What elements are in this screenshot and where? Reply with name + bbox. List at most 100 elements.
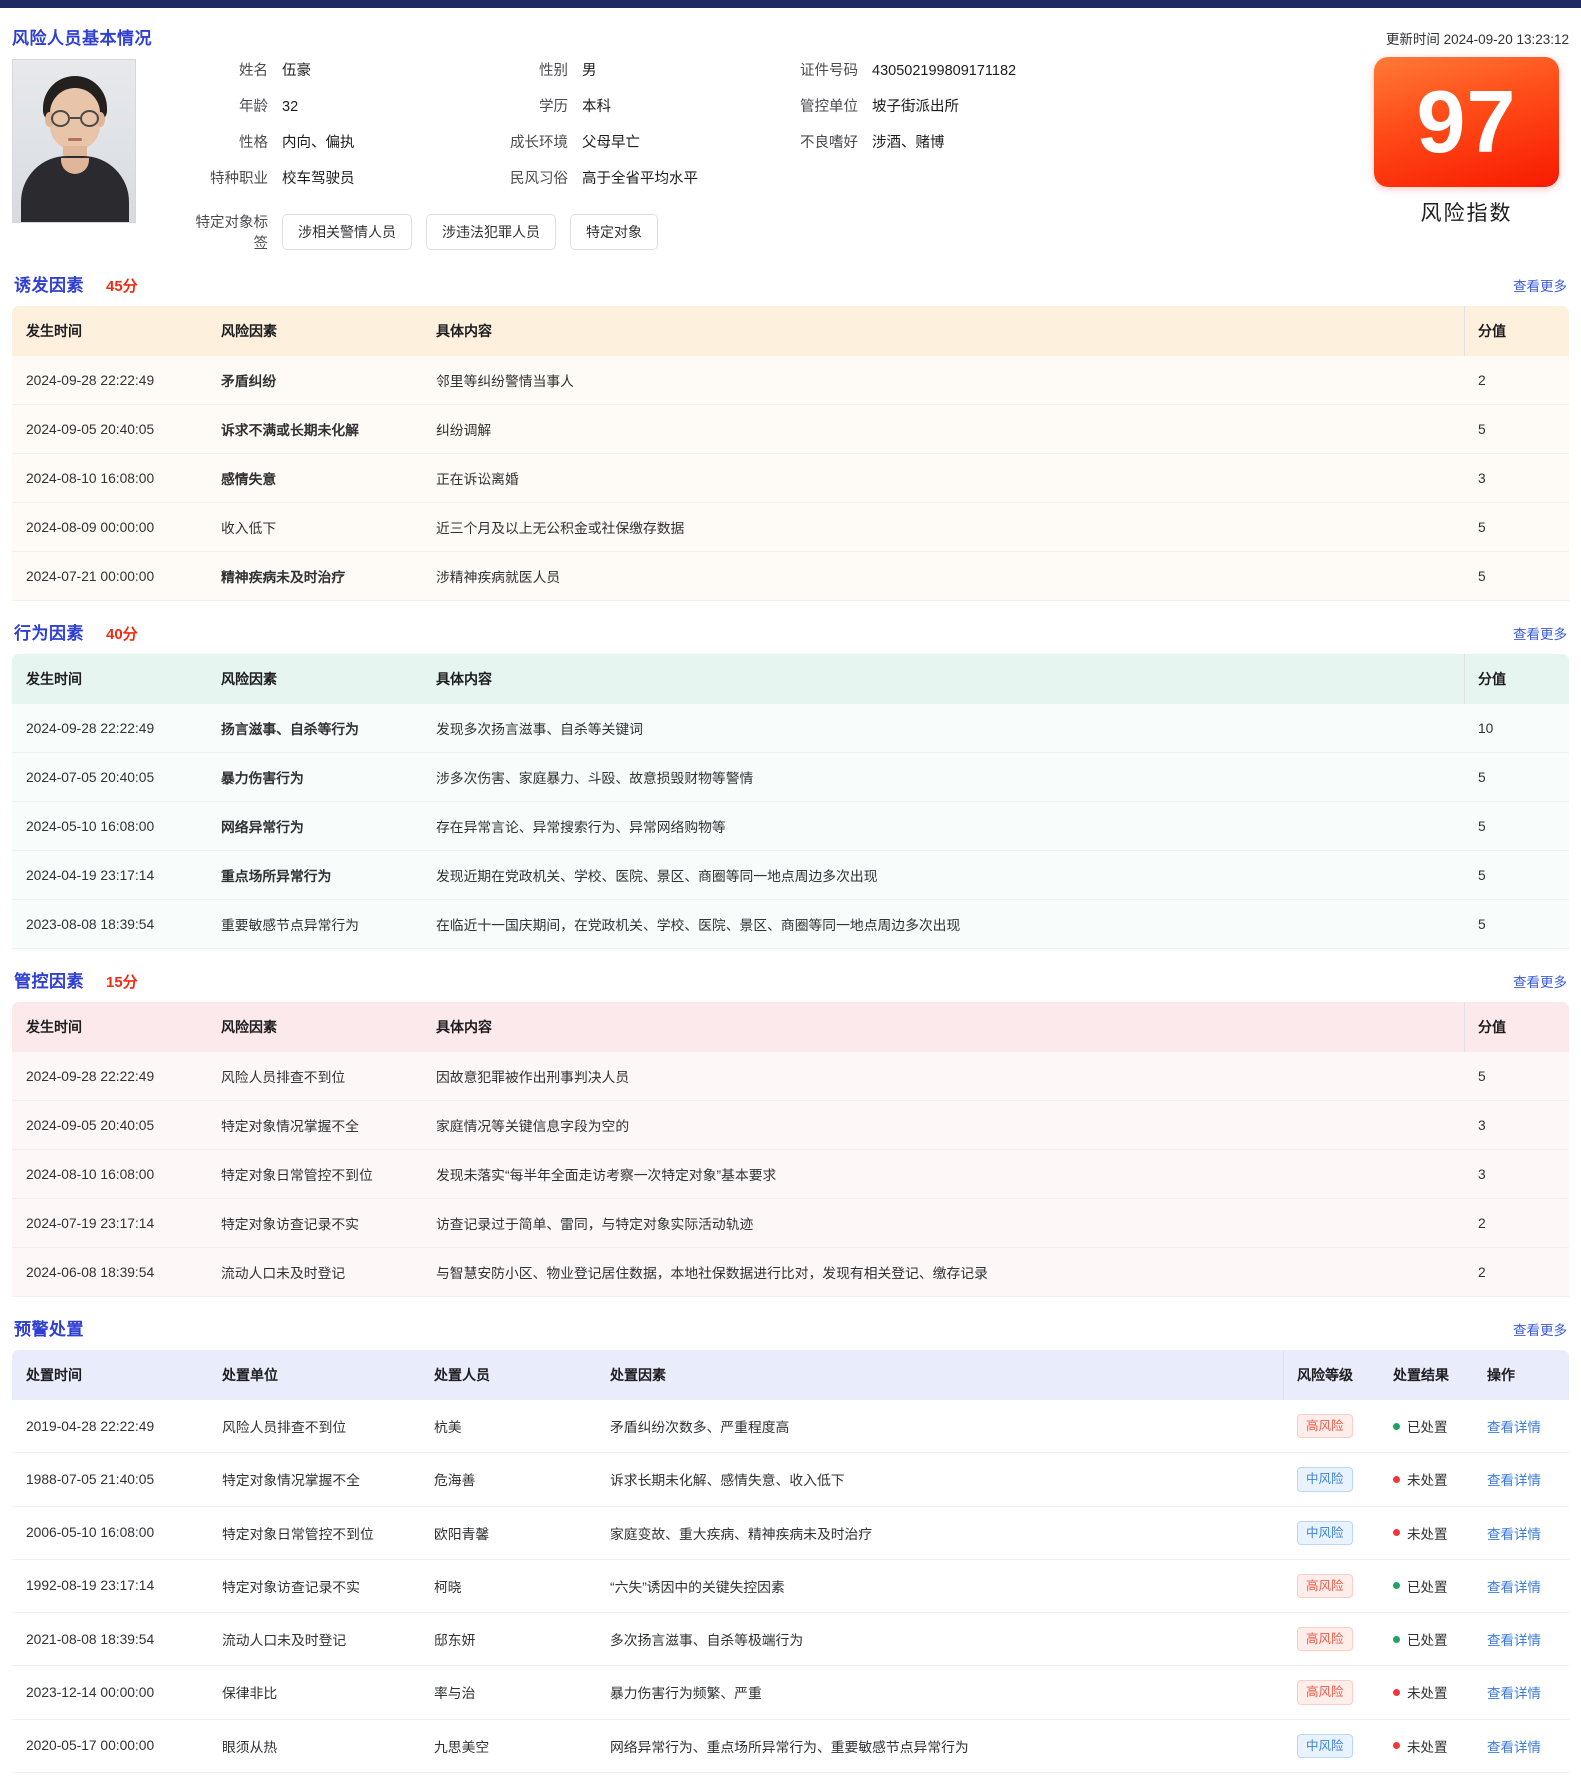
section-score: 40分 xyxy=(106,626,138,643)
section-view-more-link[interactable]: 查看更多 xyxy=(1513,279,1567,294)
cell-factor: 风险人员排查不到位 xyxy=(207,1052,422,1101)
result-text: 未处置 xyxy=(1407,1526,1448,1542)
result-text: 未处置 xyxy=(1407,1473,1448,1489)
col-score: 分值 xyxy=(1464,654,1569,704)
profile-field-管控单位: 管控单位 坡子街派出所 xyxy=(774,95,1569,131)
table-row: 2019-04-28 22:22:49 风险人员排查不到位 杭美 矛盾纠纷次数多、严重… xyxy=(12,1400,1569,1454)
disposal-col-action: 操作 xyxy=(1487,1367,1515,1383)
status-badge: 高风险 xyxy=(1297,1680,1353,1705)
avatar-collar xyxy=(61,158,89,174)
status-dot-icon xyxy=(1393,1742,1400,1750)
tag-chip[interactable]: 特定对象 xyxy=(570,214,658,250)
profile-field-label: 证件号码 xyxy=(800,63,858,79)
cell-unit: 眼须从热 xyxy=(208,1719,420,1773)
col-risk-factor: 风险因素 xyxy=(221,671,277,687)
cell-action: 查看详情 xyxy=(1473,1506,1569,1560)
table-row: 1992-08-19 23:17:14 特定对象访查记录不实 柯晓 “六失”诱因中的关… xyxy=(12,1559,1569,1614)
factor-header-row: 发生时间 风险因素 具体内容 分值 xyxy=(12,1002,1569,1052)
cell-content: 邻里等纠纷警情当事人 xyxy=(422,356,1464,405)
profile-field-value: 伍豪 xyxy=(282,63,311,79)
status-badge: 中风险 xyxy=(1297,1467,1353,1492)
cell-score: 5 xyxy=(1464,850,1569,900)
profile-field-label: 年龄 xyxy=(239,99,268,115)
cell-result: 已处置 xyxy=(1379,1559,1473,1614)
table-row: 2020-05-17 00:00:00 眼须从热 九思美空 网络异常行为、重点场所异常… xyxy=(12,1719,1569,1773)
table-row: 2024-09-05 20:40:05 特定对象情况掌握不全 家庭情况等关键信息字段… xyxy=(12,1100,1569,1150)
section-view-more-link[interactable]: 查看更多 xyxy=(1513,975,1567,990)
result-text: 已处置 xyxy=(1407,1633,1448,1649)
table-row: 2024-09-28 22:22:49 扬言滋事、自杀等行为 发现多次扬言滋事、自杀… xyxy=(12,704,1569,753)
table-row: 2024-08-10 16:08:00 特定对象日常管控不到位 发现未落实“每半年全… xyxy=(12,1149,1569,1199)
table-row: 2024-07-21 00:00:00 精神疾病未及时治疗 涉精神疾病就医人员 5 xyxy=(12,551,1569,601)
profile-fields: 姓名 伍豪 性别男证件号码 430502199809171182 年龄 32 学历 本科 管控单… xyxy=(136,59,1569,253)
cell-factor: 诉求长期未化解、感情失意、收入低下 xyxy=(596,1452,1283,1507)
section-header: 管控因素 15分 查看更多 xyxy=(12,967,1569,1002)
table-row: 2024-05-10 16:08:00 网络异常行为 存在异常言论、异常搜索行为、异… xyxy=(12,801,1569,851)
col-risk-factor: 风险因素 xyxy=(221,1019,277,1035)
cell-time: 2024-09-28 22:22:49 xyxy=(12,1052,207,1101)
cell-time: 2024-09-28 22:22:49 xyxy=(12,356,207,405)
cell-score: 5 xyxy=(1464,551,1569,601)
cell-factor: 诉求不满或长期未化解 xyxy=(207,404,422,454)
cell-factor: 重要敏感节点异常行为 xyxy=(207,899,422,949)
status-badge: 中风险 xyxy=(1297,1520,1353,1545)
avatar-glasses-left xyxy=(51,110,70,127)
table-row: 1988-07-05 21:40:05 特定对象情况掌握不全 危海善 诉求长期未化解、… xyxy=(12,1452,1569,1507)
factor-sections: 诱发因素 45分 查看更多 发生时间 风险因素 具体内容 分值 2024-09-28 22:2… xyxy=(12,271,1569,1297)
cell-factor: 特定对象日常管控不到位 xyxy=(207,1149,422,1199)
cell-content: 因故意犯罪被作出刑事判决人员 xyxy=(422,1052,1464,1101)
view-detail-link[interactable]: 查看详情 xyxy=(1487,1686,1541,1702)
factor-table: 发生时间 风险因素 具体内容 分值 2024-09-28 22:22:49 扬言滋事、自杀… xyxy=(12,654,1569,949)
view-detail-link[interactable]: 查看详情 xyxy=(1487,1739,1541,1755)
cell-level: 高风险 xyxy=(1283,1400,1379,1454)
col-occur-time: 发生时间 xyxy=(26,671,82,687)
cell-unit: 风险人员排查不到位 xyxy=(208,1400,420,1454)
profile-field-成长环境: 成长环境 父母早亡 xyxy=(484,131,774,167)
disposal-header-row: 处置时间 处置单位 处置人员 处置因素 风险等级 处置结果 操作 xyxy=(12,1350,1569,1400)
view-detail-link[interactable]: 查看详情 xyxy=(1487,1633,1541,1649)
profile-field-value: 高于全省平均水平 xyxy=(582,171,698,187)
cell-score: 5 xyxy=(1464,404,1569,454)
avatar-mouth xyxy=(68,138,82,141)
col-detail: 具体内容 xyxy=(436,323,492,339)
tag-chip[interactable]: 涉相关警情人员 xyxy=(282,214,412,250)
tag-chip[interactable]: 涉违法犯罪人员 xyxy=(426,214,556,250)
profile-field-label: 性格 xyxy=(239,135,268,151)
cell-result: 未处置 xyxy=(1379,1665,1473,1720)
profile-field-value: 校车驾驶员 xyxy=(282,171,355,187)
status-dot-icon xyxy=(1393,1582,1400,1590)
cell-unit: 流动人口未及时登记 xyxy=(208,1612,420,1667)
page-title: 风险人员基本情况 xyxy=(12,29,152,48)
disposal-view-more-link[interactable]: 查看更多 xyxy=(1513,1323,1567,1338)
status-dot-icon xyxy=(1393,1688,1400,1696)
cell-unit: 保律非比 xyxy=(208,1665,420,1720)
cell-content: 近三个月及以上无公积金或社保缴存数据 xyxy=(422,502,1464,552)
view-detail-link[interactable]: 查看详情 xyxy=(1487,1579,1541,1595)
profile-tags-row: 特定对象标签 涉相关警情人员 涉违法犯罪人员 特定对象 xyxy=(184,211,1569,253)
profile-field-性别: 性别男 xyxy=(484,59,774,95)
table-row: 2024-07-05 20:40:05 暴力伤害行为 涉多次伤害、家庭暴力、斗殴、故… xyxy=(12,752,1569,802)
cell-content: 在临近十一国庆期间，在党政机关、学校、医院、景区、商圈等同一地点周边多次出现 xyxy=(422,899,1464,949)
profile-field-value: 内向、偏执 xyxy=(282,135,355,151)
cell-time: 2024-08-09 00:00:00 xyxy=(12,502,207,552)
cell-factor: 流动人口未及时登记 xyxy=(207,1247,422,1297)
view-detail-link[interactable]: 查看详情 xyxy=(1487,1526,1541,1542)
view-detail-link[interactable]: 查看详情 xyxy=(1487,1420,1541,1436)
status-badge: 高风险 xyxy=(1297,1573,1353,1598)
profile-field-label: 不良嗜好 xyxy=(800,135,858,151)
result-text: 未处置 xyxy=(1407,1739,1448,1755)
factor-table-body: 2024-09-28 22:22:49 扬言滋事、自杀等行为 发现多次扬言滋事、自杀… xyxy=(12,704,1569,949)
section-view-more-link[interactable]: 查看更多 xyxy=(1513,627,1567,642)
profile-field-value: 男 xyxy=(582,63,597,79)
profile-field-特种职业: 特种职业 校车驾驶员 xyxy=(184,167,484,203)
cell-person: 率与治 xyxy=(420,1665,596,1720)
cell-level: 高风险 xyxy=(1283,1665,1379,1720)
factor-table-head: 发生时间 风险因素 具体内容 分值 xyxy=(12,1002,1569,1052)
cell-time: 2006-05-10 16:08:00 xyxy=(12,1506,208,1560)
cell-factor: 扬言滋事、自杀等行为 xyxy=(207,704,422,753)
cell-score: 2 xyxy=(1464,1247,1569,1297)
table-row: 2024-08-09 00:00:00 收入低下 近三个月及以上无公积金或社保缴存数… xyxy=(12,502,1569,552)
cell-level: 高风险 xyxy=(1283,1559,1379,1614)
cell-level: 高风险 xyxy=(1283,1612,1379,1667)
view-detail-link[interactable]: 查看详情 xyxy=(1487,1473,1541,1489)
